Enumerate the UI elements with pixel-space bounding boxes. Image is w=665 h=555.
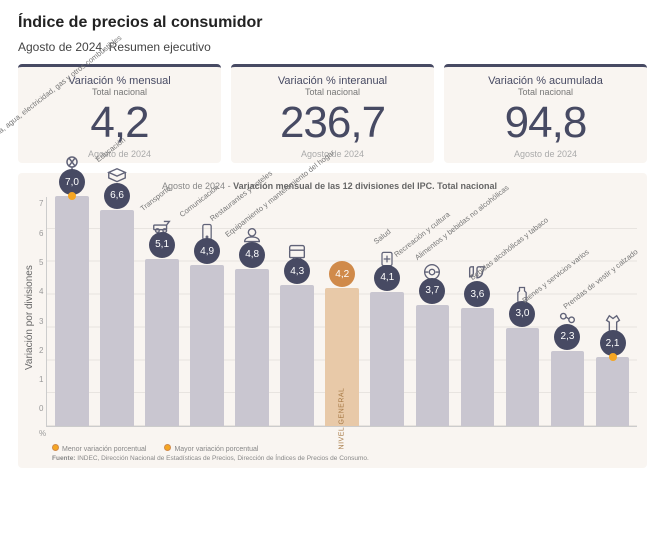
- legend-max: Mayor variación porcentual: [164, 444, 258, 453]
- chart-source: Fuente: INDEC, Dirección Nacional de Est…: [22, 455, 637, 462]
- bar: 2,3Bienes y servicios varios: [551, 351, 585, 427]
- chart-pct-label: %: [37, 427, 46, 438]
- bar-label: Salud: [372, 227, 393, 246]
- ytick: 1: [39, 375, 43, 384]
- bar-column: 3,0Bebidas alcohólicas y tabaco: [502, 328, 543, 427]
- bar: 4,9Comunicación: [190, 265, 224, 426]
- bar-column: 2,3Bienes y servicios varios: [547, 351, 588, 427]
- marker-dot-icon: [68, 192, 76, 200]
- bar-column: 5,1Transporte: [142, 259, 183, 427]
- bar-column: 2,1Prendas de vestir y calzado: [592, 357, 633, 426]
- kpi-value: 94,8: [450, 99, 641, 147]
- bar-value-badge: 4,2: [329, 261, 355, 287]
- category-icon: [556, 307, 578, 334]
- legend-dot-icon: [52, 444, 59, 451]
- kpi-card: Variación % mensualTotal nacional4,2Agos…: [18, 64, 221, 163]
- category-icon: [106, 166, 128, 193]
- category-icon: [197, 221, 217, 248]
- bar-label: Bebidas alcohólicas y tabaco: [469, 215, 551, 282]
- ytick: 4: [39, 287, 43, 296]
- ytick: 6: [39, 229, 43, 238]
- bar-column: 4,3Equipamiento y mantenimiento del hoga…: [277, 285, 318, 426]
- bar-column: 4,9Comunicación: [187, 265, 228, 426]
- kpi-card: Variación % acumuladaTotal nacional 94,8 A…: [444, 64, 647, 163]
- page-title: Índice de precios al consumidor: [18, 14, 647, 32]
- chart-legend: Menor variación porcentual Mayor variaci…: [22, 438, 637, 455]
- ytick: 2: [39, 346, 43, 355]
- bar: 3,7Recreación y cultura: [416, 305, 450, 427]
- kpi-date: Agosto de 2024: [24, 149, 215, 159]
- bar: 4,3Equipamiento y mantenimiento del hoga…: [280, 285, 314, 426]
- bar-column: 4,1Salud: [367, 292, 408, 427]
- chart-ylabel: Variación por divisiones: [22, 197, 37, 438]
- kpi-sublabel: Total nacional: [237, 87, 428, 97]
- chart-header-text: Variación mensual de las 12 divisiones d…: [233, 181, 497, 191]
- ytick: 0: [39, 404, 43, 413]
- bar: 2,1Prendas de vestir y calzado: [596, 357, 630, 426]
- kpi-card: Variación % interanualTotal nacional 236,…: [231, 64, 434, 163]
- legend-dot-icon: [164, 444, 171, 451]
- bar-column: 4,8Restaurantes y hoteles: [232, 269, 273, 427]
- bar: 5,1Transporte: [145, 259, 179, 427]
- bar: 4,8Restaurantes y hoteles: [235, 269, 269, 427]
- bar: 6,6Educación: [100, 210, 134, 427]
- bar: 4,1Salud: [370, 292, 404, 427]
- bar-column: 6,6Educación: [97, 210, 138, 427]
- bar-column: 3,6Alimentos y bebidas no alcohólicas: [457, 308, 498, 426]
- bar-column: 7,0Vivienda, agua, electricidad, gas y o…: [51, 196, 92, 426]
- chart-yaxis: 7 6 5 4 3 2 1 0: [37, 197, 46, 427]
- bar: 3,0Bebidas alcohólicas y tabaco: [506, 328, 540, 427]
- chart-plot: 7,0Vivienda, agua, electricidad, gas y o…: [46, 197, 637, 427]
- bar-column: 4,2NIVEL GENERAL: [322, 288, 363, 426]
- kpi-label: Variación % interanual: [237, 75, 428, 87]
- category-icon: [602, 313, 624, 340]
- bar: 3,6Alimentos y bebidas no alcohólicas: [461, 308, 495, 426]
- bar: 7,0Vivienda, agua, electricidad, gas y o…: [55, 196, 89, 426]
- ytick: 3: [39, 317, 43, 326]
- kpi-value: 236,7: [237, 99, 428, 147]
- kpi-label: Variación % acumulada: [450, 75, 641, 87]
- ytick: 5: [39, 258, 43, 267]
- category-icon: [421, 261, 443, 288]
- bar-column: 3,7Recreación y cultura: [412, 305, 453, 427]
- legend-min: Menor variación porcentual: [52, 444, 146, 453]
- bar-label-general: NIVEL GENERAL: [339, 388, 346, 450]
- chart-container: Agosto de 2024 - Variación mensual de la…: [18, 173, 647, 468]
- marker-dot-icon: [609, 353, 617, 361]
- category-icon: [150, 215, 174, 242]
- bar-general: 4,2NIVEL GENERAL: [325, 288, 359, 426]
- kpi-date: Agosto de 2024: [450, 149, 641, 159]
- ytick: 7: [39, 199, 43, 208]
- category-icon: [241, 225, 263, 252]
- category-icon: [286, 241, 308, 268]
- category-icon: [60, 152, 84, 181]
- kpi-sublabel: Total nacional: [450, 87, 641, 97]
